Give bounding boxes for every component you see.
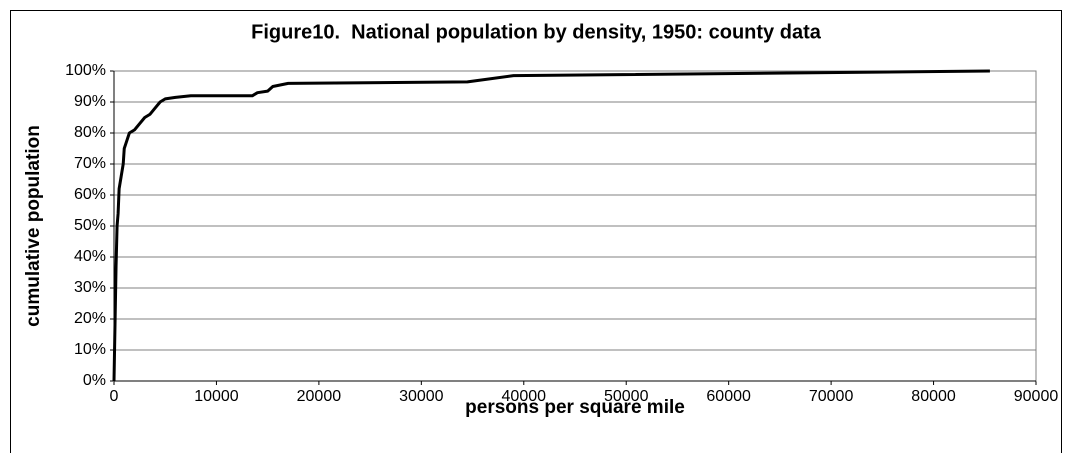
y-tick-label: 30% — [74, 279, 106, 296]
y-tick-label: 0% — [83, 372, 106, 389]
x-axis-title: persons per square mile — [465, 397, 685, 418]
chart-title: Figure10. National population by density… — [251, 21, 822, 43]
y-tick-label: 40% — [74, 248, 106, 265]
x-tick-label: 50000 — [604, 388, 649, 405]
x-tick-label: 30000 — [399, 388, 444, 405]
chart-frame — [10, 10, 1062, 453]
x-tick-label: 0 — [110, 388, 119, 405]
y-tick-label: 50% — [74, 217, 106, 234]
y-tick-label: 90% — [74, 93, 106, 110]
x-tick-label: 90000 — [1014, 388, 1059, 405]
y-tick-label: 10% — [74, 341, 106, 358]
x-tick-label: 70000 — [809, 388, 854, 405]
y-tick-label: 100% — [65, 62, 106, 79]
y-tick-label: 60% — [74, 186, 106, 203]
y-tick-label: 70% — [74, 155, 106, 172]
x-tick-label: 60000 — [706, 388, 751, 405]
y-tick-label: 80% — [74, 124, 106, 141]
x-tick-label: 40000 — [502, 388, 547, 405]
x-tick-label: 10000 — [194, 388, 239, 405]
data-line — [112, 69, 990, 382]
x-tick-label: 80000 — [911, 388, 956, 405]
y-tick-label: 20% — [74, 310, 106, 327]
y-axis-title: cumulative population — [23, 125, 44, 327]
x-tick-label: 20000 — [297, 388, 342, 405]
